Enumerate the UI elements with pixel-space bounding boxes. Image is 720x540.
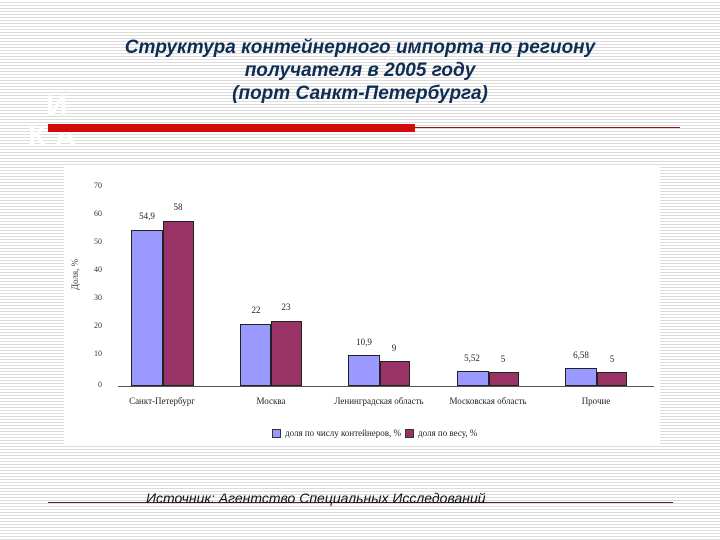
legend-label-series1: доля по числу контейнеров, % [285,428,402,438]
legend-swatch-series1 [272,428,281,438]
value-label: 6,58 [573,350,589,360]
y-tick: 40 [94,265,102,274]
legend-swatch-series2 [405,428,415,438]
bar-series1 [240,324,271,386]
chart-legend: доля по числу контейнеров, % доля по вес… [272,428,477,438]
slide-title: Структура контейнерного импорта по регио… [60,36,660,105]
category-label: Ленинградская область [334,396,424,406]
bar-series2 [489,372,519,386]
accent-bar [48,124,415,132]
value-label: 5 [500,354,506,364]
bar-series2 [271,321,302,386]
title-line-3: (порт Санкт-Петербурга) [232,83,488,104]
bar-series2 [597,372,627,386]
value-label: 5 [609,354,615,364]
bar-series2 [163,221,194,386]
value-label: 10,9 [356,337,372,347]
title-divider [415,127,680,128]
value-label: 23 [281,302,291,312]
y-axis-label: Доля, % [70,258,80,290]
y-tick: 0 [98,380,102,389]
source-note: Источник: Агентство Специальных Исследов… [146,490,486,506]
value-label: 5,52 [464,353,480,363]
footer-divider [48,502,673,503]
x-axis [118,386,654,387]
legend-label-series2: доля по весу, % [418,428,478,438]
category-label: Прочие [581,396,611,406]
title-line-2: получателя в 2005 году [244,60,476,81]
category-label: Москва [256,396,286,406]
y-tick: 30 [94,293,102,302]
value-label: 22 [251,305,261,315]
value-label: 58 [173,202,183,212]
title-line-1: Структура контейнерного импорта по регио… [124,37,596,58]
bar-series2 [380,361,410,386]
y-tick: 20 [94,321,102,330]
y-tick: 50 [94,237,102,246]
bar-series1 [348,355,380,386]
bar-series1 [131,230,163,386]
category-label: Санкт-Петербург [129,396,195,406]
value-label: 54,9 [139,211,155,221]
ghost-letter-top: И [46,90,68,123]
y-tick: 70 [94,181,102,190]
value-label: 9 [391,343,397,353]
bar-series1 [457,371,489,386]
category-label: Московская область [449,396,527,406]
y-tick: 10 [94,349,102,358]
bar-series1 [565,368,597,386]
y-tick: 60 [94,209,102,218]
